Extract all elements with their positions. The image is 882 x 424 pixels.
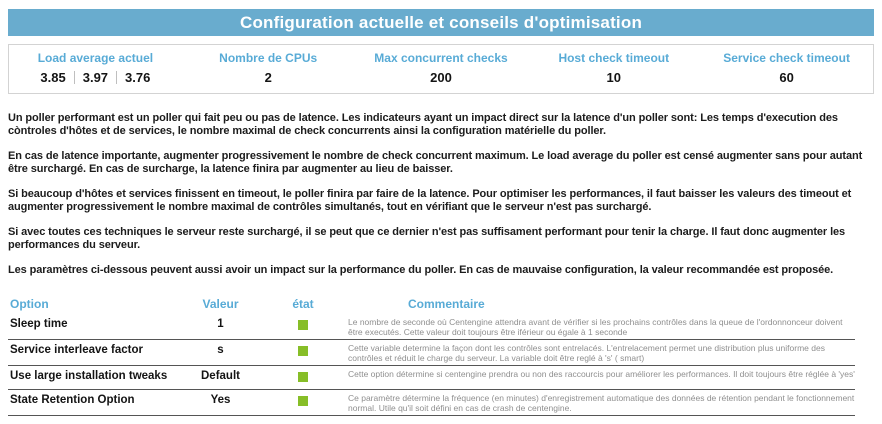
- divider: [116, 71, 118, 84]
- advice-paragraph: Si avec toutes ces techniques le serveur…: [8, 226, 846, 251]
- column-header-commentaire: Commentaire: [408, 297, 485, 311]
- options-table: Option Valeur état Commentaire Sleep tim…: [8, 297, 855, 416]
- option-name: Service interleave factor: [10, 344, 143, 356]
- advice-text: Un poller performant est un poller qui f…: [0, 112, 882, 277]
- page-title: Configuration actuelle et conseils d'opt…: [8, 9, 874, 36]
- load-15min: 3.76: [125, 70, 151, 85]
- summary-metric-load-average: Load average actuel 3.85 3.97 3.76: [9, 51, 182, 85]
- table-row-sleep-time: Sleep time 1 Le nombre de seconde où Cen…: [8, 314, 855, 340]
- metric-label: Max concurrent checks: [374, 51, 508, 65]
- advice-paragraph: En cas de latence importante, augmenter …: [8, 150, 863, 175]
- load-1min: 3.85: [40, 70, 66, 85]
- metric-label: Host check timeout: [558, 51, 670, 65]
- status-ok-icon: [298, 346, 308, 356]
- option-name: Sleep time: [10, 318, 68, 330]
- summary-metrics: Load average actuel 3.85 3.97 3.76 Nombre …: [8, 44, 874, 94]
- option-value: 1: [217, 318, 224, 330]
- table-row-service-interleave-factor: Service interleave factor s Cette variab…: [8, 340, 855, 366]
- summary-metric-max-concurrent-checks: Max concurrent checks 200: [355, 51, 528, 85]
- option-comment: Ce paramètre détermine la fréquence (en …: [348, 393, 855, 413]
- option-comment: Cette option détermine si centengine pre…: [348, 369, 855, 379]
- option-value: Default: [201, 370, 240, 382]
- option-name: State Retention Option: [10, 394, 135, 406]
- option-comment: Le nombre de seconde où Centengine atten…: [348, 317, 843, 337]
- column-header-option: Option: [10, 297, 49, 311]
- option-value: s: [217, 344, 224, 356]
- summary-metric-host-check-timeout: Host check timeout 10: [527, 51, 700, 85]
- status-ok-icon: [298, 396, 308, 406]
- option-value: Yes: [210, 394, 231, 406]
- status-ok-icon: [298, 372, 308, 382]
- summary-metric-cpus: Nombre de CPUs 2: [182, 51, 355, 85]
- metric-value: 3.85 3.97 3.76: [9, 70, 182, 85]
- metric-value: 60: [779, 70, 794, 85]
- advice-paragraph: Un poller performant est un poller qui f…: [8, 112, 838, 137]
- metric-label: Nombre de CPUs: [219, 51, 318, 65]
- metric-label: Service check timeout: [723, 51, 850, 65]
- advice-paragraph: Les paramètres ci-dessous peuvent aussi …: [8, 264, 834, 276]
- metric-value: 10: [606, 70, 622, 85]
- options-table-header: Option Valeur état Commentaire: [8, 297, 855, 314]
- column-header-valeur: Valeur: [202, 297, 239, 311]
- table-row-use-large-installation-tweaks: Use large installation tweaks Default Ce…: [8, 366, 855, 390]
- table-row-state-retention-option: State Retention Option Yes Ce paramètre …: [8, 390, 855, 416]
- column-header-etat: état: [292, 297, 314, 311]
- status-ok-icon: [298, 320, 308, 330]
- summary-metric-service-check-timeout: Service check timeout 60: [700, 51, 873, 85]
- advice-paragraph: Si beaucoup d'hôtes et services finissen…: [8, 188, 852, 213]
- metric-label: Load average actuel: [37, 51, 154, 65]
- divider: [73, 71, 75, 84]
- option-comment: Cette variable determine la façon dont l…: [348, 343, 825, 363]
- option-name: Use large installation tweaks: [10, 370, 168, 382]
- load-5min: 3.97: [82, 70, 109, 85]
- metric-value: 2: [264, 70, 272, 85]
- metric-value: 200: [430, 70, 452, 85]
